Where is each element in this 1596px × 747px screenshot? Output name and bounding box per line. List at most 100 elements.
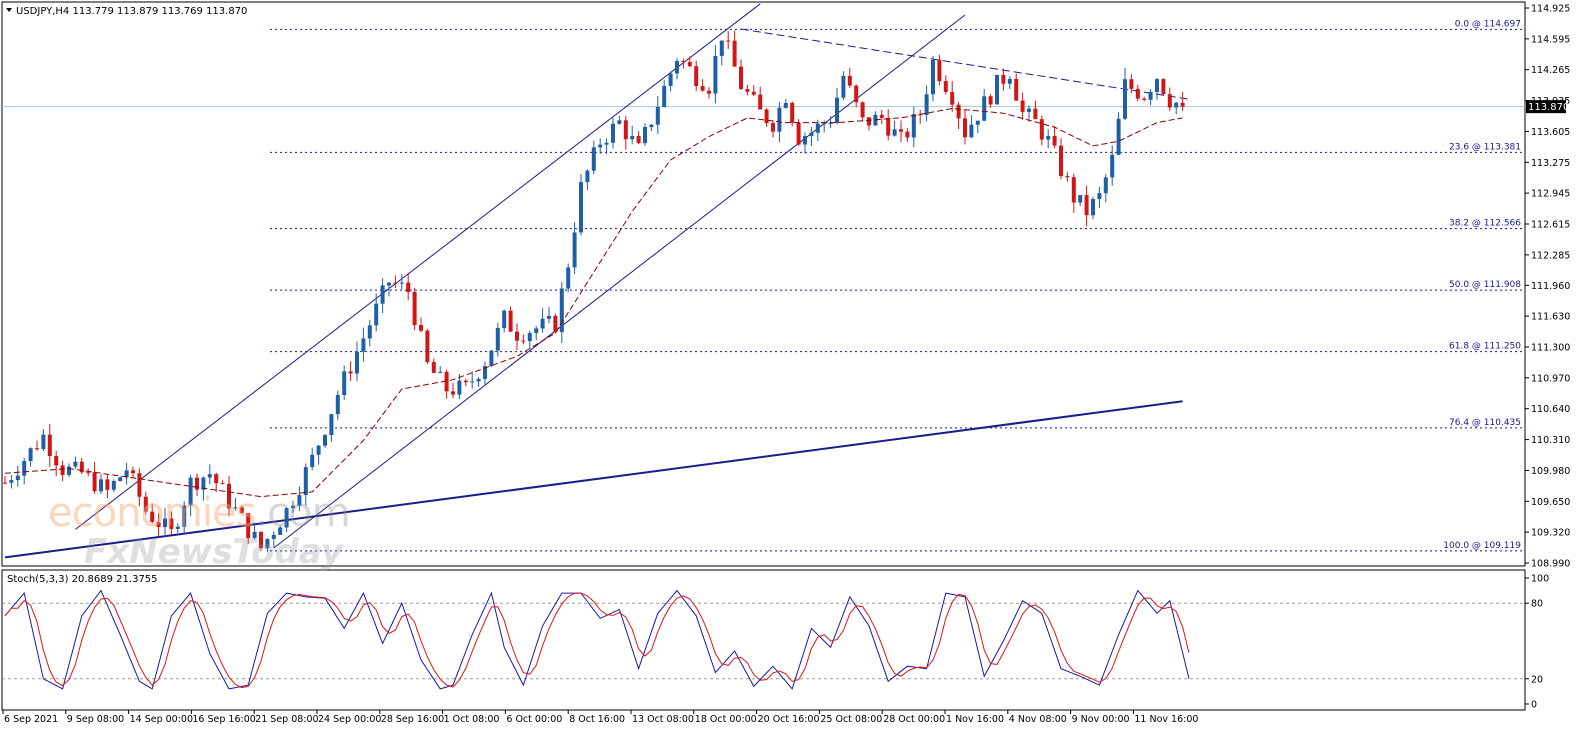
candle-body xyxy=(879,114,884,118)
candle-body xyxy=(291,505,295,509)
candle-body xyxy=(419,325,423,331)
stoch-signal-line xyxy=(4,592,1190,689)
candle-body xyxy=(252,531,257,538)
fib-label-76.4: 76.4 @ 110.435 xyxy=(1449,418,1521,428)
candle-body xyxy=(284,508,289,528)
fibonacci-layer: 0.0 @ 114.697 23.6 @ 113.381 38.2 @ 112.56… xyxy=(270,19,1523,552)
time-tick-label: 24 Sep 00:00 xyxy=(318,714,381,725)
candle-body xyxy=(60,465,65,475)
candle-body xyxy=(828,122,833,124)
candle-body xyxy=(783,102,788,108)
candle-body xyxy=(751,91,756,95)
time-tick-label: 1 Oct 08:00 xyxy=(444,714,500,725)
candle-body xyxy=(47,434,52,456)
price-tick-label: 114.925 xyxy=(1531,4,1570,15)
time-tick-label: 11 Nov 16:00 xyxy=(1134,714,1198,725)
candle-body xyxy=(547,315,551,319)
candle-body xyxy=(348,371,353,374)
candle-body xyxy=(969,124,974,138)
candle-body xyxy=(534,328,539,334)
candle-body xyxy=(822,123,827,125)
candle-body xyxy=(732,40,737,67)
candle-body xyxy=(86,472,91,474)
time-axis: 6 Sep 2021 9 Sep 08:00 14 Sep 00:00 16 Sep … xyxy=(2,710,1198,725)
candle-body xyxy=(54,455,59,466)
candle-body xyxy=(1161,79,1166,95)
candle-body xyxy=(207,474,212,478)
fib-label-0.0: 0.0 @ 114.697 xyxy=(1455,19,1521,29)
candle-body xyxy=(495,327,500,351)
candle-body xyxy=(367,325,372,339)
stoch-main-line xyxy=(4,589,1190,690)
time-tick-label: 21 Sep 08:00 xyxy=(255,714,318,725)
candle-body xyxy=(220,483,225,485)
candle-body xyxy=(739,66,743,90)
candles-layer xyxy=(3,30,1185,553)
price-tick-label: 110.640 xyxy=(1531,404,1570,415)
candle-body xyxy=(1103,177,1108,194)
fib-label-50.0: 50.0 @ 111.908 xyxy=(1449,280,1521,290)
candle-body xyxy=(527,333,532,342)
candle-body xyxy=(963,118,967,138)
time-tick-label: 14 Sep 00:00 xyxy=(130,714,193,725)
fib-label-100.0: 100.0 @ 109.119 xyxy=(1443,541,1521,551)
candle-body xyxy=(687,61,692,67)
candle-body xyxy=(681,61,686,63)
candle-body xyxy=(393,282,398,284)
candle-body xyxy=(604,142,609,145)
candle-body xyxy=(617,120,622,124)
candle-body xyxy=(719,40,724,56)
time-tick-label: 28 Oct 00:00 xyxy=(883,714,945,725)
candle-body xyxy=(342,371,347,395)
candle-body xyxy=(278,527,283,535)
candle-body xyxy=(387,282,391,286)
candle-body xyxy=(694,66,699,87)
candle-body xyxy=(1059,145,1063,176)
candle-body xyxy=(451,391,455,395)
stoch-tick-label: 0 xyxy=(1531,700,1537,711)
candle-body xyxy=(1084,195,1089,216)
candle-body xyxy=(559,288,564,333)
candle-body xyxy=(67,466,71,475)
symbol-dropdown-icon[interactable] xyxy=(6,8,12,12)
candle-body xyxy=(182,505,187,527)
price-tick-label: 113.605 xyxy=(1531,127,1570,138)
candle-body xyxy=(995,74,999,105)
candle-body xyxy=(508,310,513,332)
candle-body xyxy=(35,448,39,450)
candle-body xyxy=(835,97,839,123)
candle-body xyxy=(1167,94,1172,108)
candle-body xyxy=(502,310,507,328)
candle-body xyxy=(1020,100,1025,112)
price-tick-label: 112.285 xyxy=(1531,250,1570,261)
candle-body xyxy=(1052,135,1057,146)
candle-body xyxy=(988,96,993,105)
candle-body xyxy=(758,94,763,110)
candle-body xyxy=(1033,108,1038,120)
candle-body xyxy=(803,136,807,145)
candle-body xyxy=(1174,102,1179,108)
candle-body xyxy=(374,303,379,326)
candle-body xyxy=(591,147,596,171)
candle-body xyxy=(316,445,321,455)
candle-body xyxy=(675,61,679,74)
candle-body xyxy=(271,534,276,539)
time-tick-label: 13 Oct 08:00 xyxy=(632,714,694,725)
candle-body xyxy=(1148,91,1153,100)
candle-body xyxy=(796,122,801,145)
candle-body xyxy=(137,473,142,497)
candle-body xyxy=(329,414,334,436)
stochastic-header: Stoch(5,3,3) 20.8689 21.3755 xyxy=(7,574,158,585)
candle-body xyxy=(1007,78,1012,84)
time-tick-label: 20 Oct 16:00 xyxy=(758,714,820,725)
candle-body xyxy=(777,107,782,132)
candle-body xyxy=(515,331,519,341)
stoch-tick-label: 20 xyxy=(1531,674,1543,685)
candle-body xyxy=(28,448,33,462)
stochastic-panel-frame xyxy=(1,569,1526,711)
price-tick-label: 109.650 xyxy=(1531,497,1570,508)
candle-body xyxy=(105,479,110,490)
trendline-channel-upper xyxy=(75,3,761,530)
candle-body xyxy=(566,267,571,289)
candle-body xyxy=(579,182,583,233)
